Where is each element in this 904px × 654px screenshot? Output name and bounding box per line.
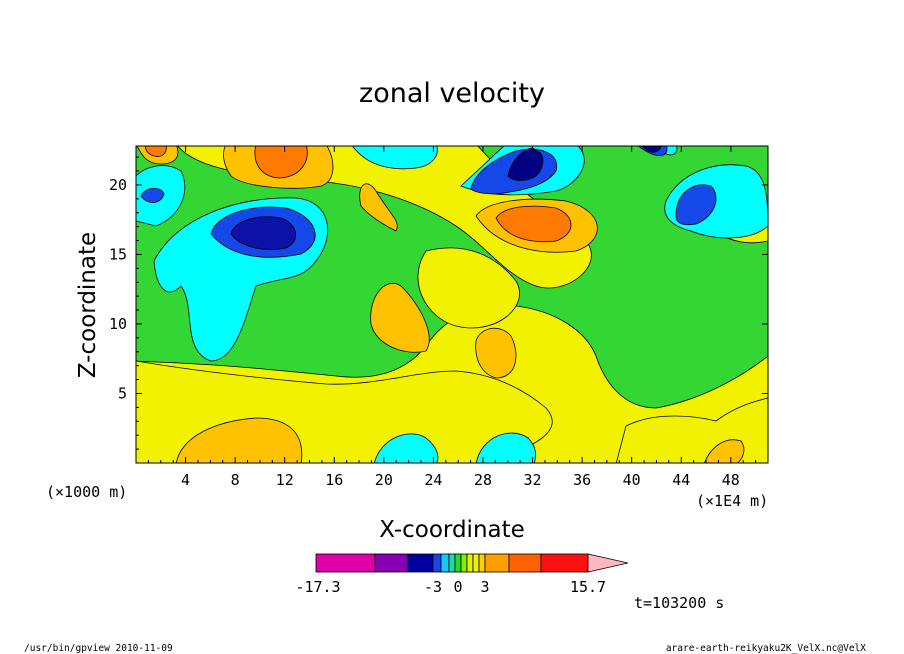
y-tick-label: 10 — [109, 315, 127, 333]
cyan-region — [475, 432, 537, 463]
colorbar-segment — [472, 553, 480, 573]
navy-region — [230, 216, 296, 250]
colorbar-segment — [460, 553, 468, 573]
colorbar-tick-label: 0 — [453, 578, 462, 596]
x-tick-label: 48 — [722, 471, 740, 489]
colorbar-segment — [484, 553, 510, 573]
x-axis-label: X-coordinate — [379, 517, 525, 543]
x-tick-label: 20 — [375, 471, 393, 489]
colorbar-tick-label: -17.3 — [295, 578, 340, 596]
zero-region — [417, 247, 520, 329]
colorbar-segment — [540, 553, 589, 573]
contour-plot-area — [136, 146, 768, 463]
colorbar-segment — [432, 553, 442, 573]
x-tick-label: 40 — [623, 471, 641, 489]
colorbar — [315, 553, 629, 573]
x-tick-label: 32 — [524, 471, 542, 489]
cyan-region — [373, 433, 439, 463]
colorbar-segment — [466, 553, 474, 573]
amber-region — [370, 283, 430, 353]
chart-title: zonal velocity — [359, 78, 545, 109]
footer-right: arare-earth-reikyaku2K_VelX.nc@VelX — [666, 643, 866, 654]
plot-frame — [135, 145, 769, 464]
footer-left: /usr/bin/gpview 2010-11-09 — [24, 643, 173, 654]
x-tick-label: 4 — [181, 471, 190, 489]
blue-region — [140, 187, 165, 203]
navy-region — [507, 147, 544, 181]
colorbar-segment — [454, 553, 462, 573]
x-tick-label: 12 — [276, 471, 294, 489]
cyan-region — [352, 146, 438, 170]
colorbar-tick-labels: -17.3 -3 0 3 15.7 — [295, 578, 606, 596]
y-axis-ticks: 5 10 15 20 — [109, 156, 768, 450]
colorbar-segment — [374, 553, 409, 573]
y-tick-label: 20 — [109, 176, 127, 194]
amber-region — [475, 327, 517, 379]
x-tick-label: 8 — [231, 471, 240, 489]
colorbar-tick-label: 15.7 — [570, 578, 606, 596]
y-tick-label: 5 — [118, 384, 127, 402]
amber-region — [175, 417, 303, 463]
colorbar-segment — [478, 553, 486, 573]
x-tick-label: 36 — [573, 471, 591, 489]
amber-region — [704, 439, 745, 463]
x-tick-label: 28 — [474, 471, 492, 489]
x-unit-right: (×1E4 m) — [696, 492, 768, 510]
colorbar-segment — [448, 553, 456, 573]
x-axis-ticks: 4 8 12 16 20 24 28 32 36 40 44 48 — [147, 146, 769, 489]
time-label: t=103200 s — [634, 594, 724, 612]
orange-region — [495, 205, 572, 243]
colorbar-segment — [508, 553, 542, 573]
x-unit-left: (×1000 m) — [46, 483, 127, 501]
colorbar-segment — [315, 553, 376, 573]
colorbar-segment — [440, 553, 450, 573]
y-tick-label: 15 — [109, 245, 127, 263]
amber-region — [359, 183, 398, 232]
x-tick-label: 24 — [424, 471, 442, 489]
orange-region — [254, 146, 308, 179]
colorbar-tick-label: 3 — [480, 578, 489, 596]
blue-region — [675, 184, 717, 226]
colorbar-extend-arrow — [587, 553, 629, 573]
colorbar-tick-label: -3 — [424, 578, 442, 596]
orange-region — [145, 146, 167, 157]
x-tick-label: 44 — [672, 471, 690, 489]
y-axis-label: Z-coordinate — [75, 232, 101, 378]
x-tick-label: 16 — [325, 471, 343, 489]
colorbar-segment — [407, 553, 434, 573]
navy-region — [641, 146, 662, 153]
